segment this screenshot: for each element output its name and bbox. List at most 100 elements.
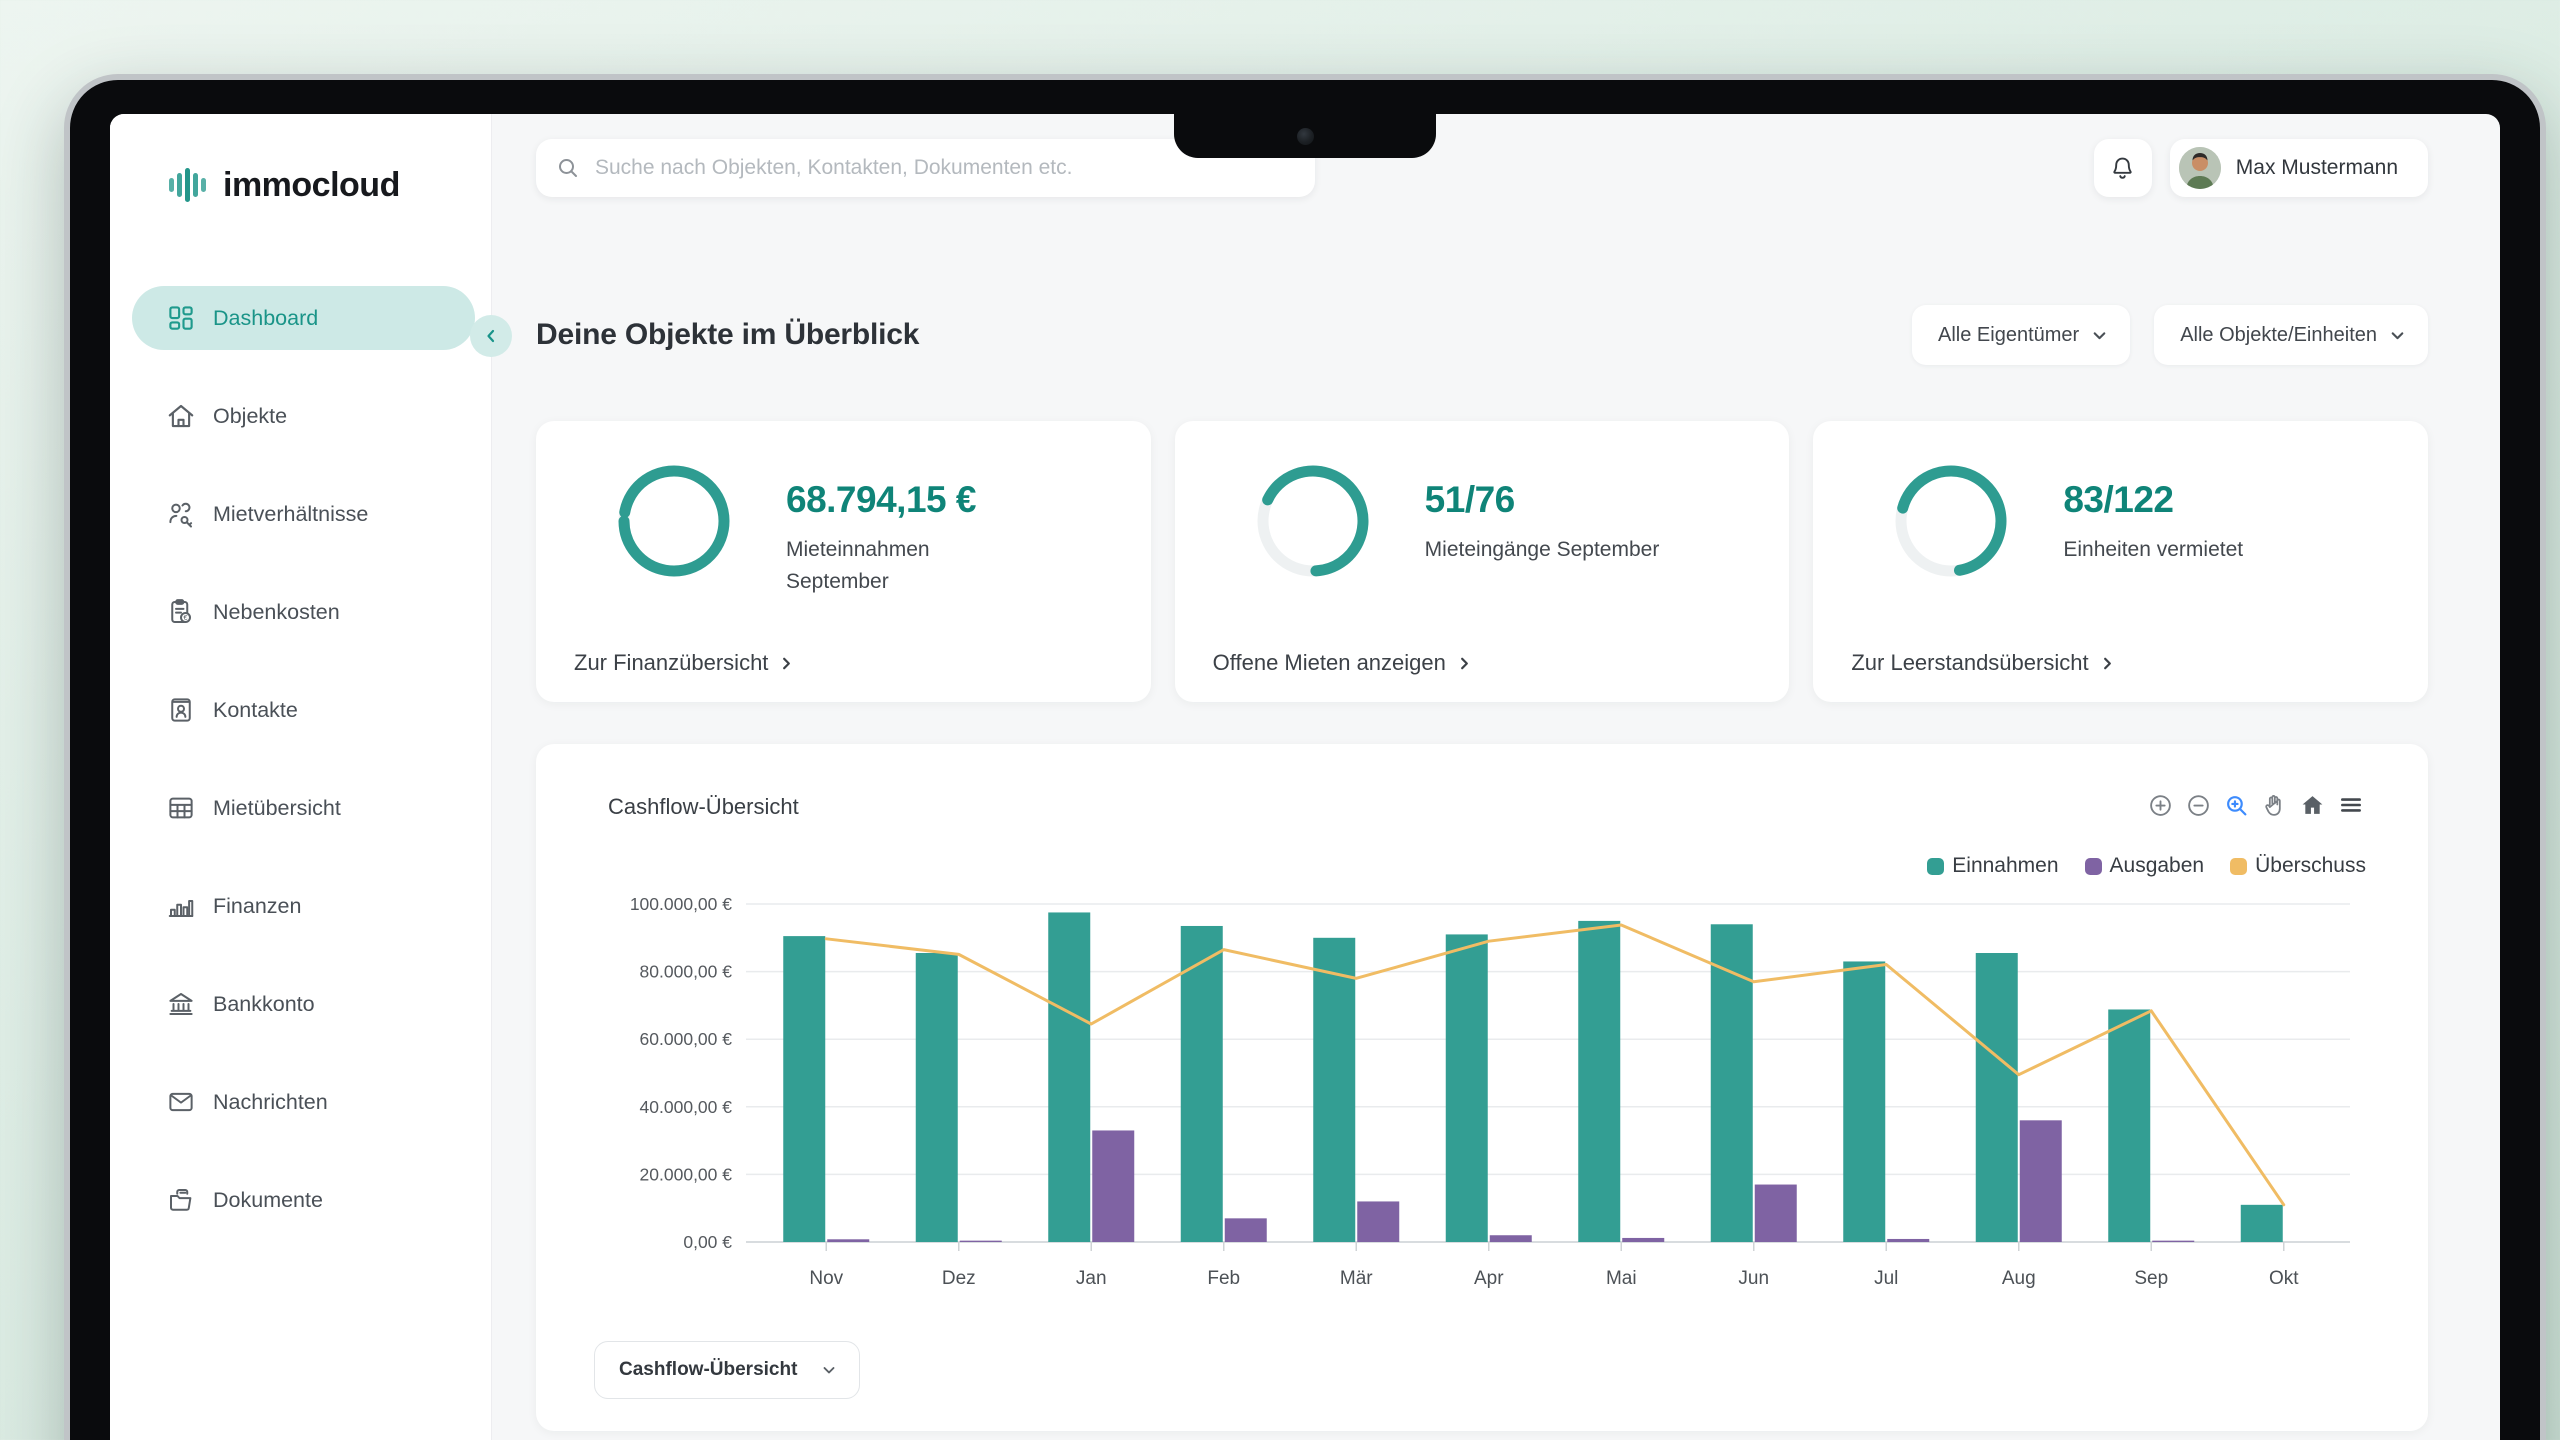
home-icon[interactable] xyxy=(2300,793,2325,818)
bar-einnahmen-Sep xyxy=(2108,1009,2151,1242)
app-logo: immocloud xyxy=(166,164,491,206)
legend-marker-ausgaben xyxy=(2084,857,2102,875)
bar-ausgaben-Jun xyxy=(1754,1184,1797,1242)
avatar-photo xyxy=(2178,147,2221,189)
sidebar-item-label: Dashboard xyxy=(213,305,319,330)
y-tick-label: 60.000,00 € xyxy=(640,1029,733,1049)
sidebar-item-label: Nachrichten xyxy=(213,1089,328,1114)
envelope-icon xyxy=(169,1092,193,1112)
chart-title: Cashflow-Übersicht xyxy=(608,794,799,819)
clipboard-euro-icon: € xyxy=(171,599,191,623)
stat-value: 68.794,15 € xyxy=(786,479,976,520)
bar-ausgaben-Apr xyxy=(1489,1235,1532,1242)
legend-einnahmen[interactable]: Einnahmen xyxy=(1927,854,2059,878)
x-tick-label: Aug xyxy=(2002,1268,2036,1289)
sidebar-item-objekte[interactable]: Objekte xyxy=(132,384,475,448)
bar-ausgaben-Aug xyxy=(2019,1120,2062,1242)
x-tick-label: Feb xyxy=(1207,1268,1240,1289)
sidebar-item-label: Finanzen xyxy=(213,893,302,918)
link-offene-mieten[interactable]: Offene Mieten anzeigen xyxy=(1213,650,1472,676)
sidebar-item-label: Mietverhältnisse xyxy=(213,501,369,526)
y-tick-label: 20.000,00 € xyxy=(640,1164,733,1184)
user-menu[interactable]: Max Mustermann xyxy=(2169,139,2428,197)
filters: Alle Eigentümer Alle Objekte/Einheiten xyxy=(1912,305,2428,365)
webcam-icon xyxy=(1296,127,1314,145)
chevron-down-icon xyxy=(2391,331,2404,339)
x-tick-label: Mär xyxy=(1340,1268,1373,1289)
bar-einnahmen-Dez xyxy=(915,953,958,1242)
x-tick-label: Jul xyxy=(1874,1268,1898,1289)
notifications-button[interactable] xyxy=(2093,139,2152,197)
stat-cards-row: 68.794,15 € Mieteinnahmen September Zur … xyxy=(536,421,2429,702)
contact-book-icon xyxy=(171,698,191,722)
bar-einnahmen-Jul xyxy=(1843,961,1886,1242)
x-tick-label: Okt xyxy=(2269,1268,2299,1289)
page-header: Deine Objekte im Überblick Alle Eigentüm… xyxy=(536,305,2428,365)
x-tick-label: Dez xyxy=(942,1268,976,1289)
pan-icon[interactable] xyxy=(2262,793,2287,818)
cashflow-card: Cashflow-Übersicht xyxy=(536,744,2428,1431)
chart-plot-area: 0,00 € 20.000,00 € 40.000,00 € 60.000,00 € 8… xyxy=(580,892,2378,1299)
sidebar-item-bankkonto[interactable]: Bankkonto xyxy=(132,972,475,1036)
topbar: Max Mustermann xyxy=(536,139,2428,197)
stat-label: Mieteinnahmen September xyxy=(786,538,930,593)
link-finanzuebersicht[interactable]: Zur Finanzübersicht xyxy=(574,650,794,676)
laptop-frame: immocloud Dashboard Objekte xyxy=(64,74,2546,1440)
bar-ausgaben-Jan xyxy=(1092,1130,1135,1242)
donut-chart-mieteingaenge xyxy=(1257,465,1369,577)
home-icon xyxy=(168,404,194,428)
bar-einnahmen-Apr xyxy=(1445,934,1488,1242)
x-tick-label: Mai xyxy=(1606,1268,1637,1289)
sidebar-item-kontakte[interactable]: Kontakte xyxy=(132,678,475,742)
tenants-key-icon xyxy=(169,502,193,528)
sidebar-item-nachrichten[interactable]: Nachrichten xyxy=(132,1070,475,1134)
stat-value: 51/76 xyxy=(1424,479,1516,520)
bar-ausgaben-Nov xyxy=(827,1239,870,1242)
sidebar-item-mietverhaeltnisse[interactable]: Mietverhältnisse xyxy=(132,482,475,546)
menu-icon[interactable] xyxy=(2338,792,2364,818)
filter-objects-dropdown[interactable]: Alle Objekte/Einheiten xyxy=(2154,305,2428,365)
legend-ueberschuss[interactable]: Überschuss xyxy=(2230,854,2366,878)
sidebar-item-label: Bankkonto xyxy=(213,991,315,1016)
y-tick-label: 100.000,00 € xyxy=(630,894,732,914)
webcam-notch xyxy=(1174,114,1436,158)
svg-text:€: € xyxy=(183,613,188,622)
bar-einnahmen-Mär xyxy=(1313,937,1356,1242)
main-content: Max Mustermann Deine Objekte im Überblic… xyxy=(492,114,2500,1440)
sidebar-item-dashboard[interactable]: Dashboard xyxy=(132,286,475,350)
link-leerstandsuebersicht[interactable]: Zur Leerstandsübersicht xyxy=(1851,650,2114,676)
sidebar-collapse-button[interactable] xyxy=(470,315,512,357)
zoom-select-icon[interactable] xyxy=(2224,793,2249,818)
sidebar-item-finanzen[interactable]: Finanzen xyxy=(132,874,475,938)
chart-legend: Einnahmen Ausgaben Überschuss xyxy=(1927,854,2366,878)
sidebar-item-mietuebersicht[interactable]: Mietübersicht xyxy=(132,776,475,840)
chevron-right-icon xyxy=(2103,657,2111,669)
donut-chart-mieteinnahmen xyxy=(618,465,730,577)
bar-ausgaben-Mai xyxy=(1622,1237,1665,1242)
filter-owners-dropdown[interactable]: Alle Eigentümer xyxy=(1912,305,2131,365)
cashflow-chart[interactable]: 0,00 € 20.000,00 € 40.000,00 € 60.000,00 € 8… xyxy=(580,892,2378,1294)
bar-einnahmen-Feb xyxy=(1180,925,1223,1242)
legend-marker-einnahmen xyxy=(1927,857,1945,875)
dashboard-icon xyxy=(169,306,193,330)
sidebar-item-dokumente[interactable]: Dokumente xyxy=(132,1168,475,1232)
avatar xyxy=(2178,147,2221,189)
sidebar-item-label: Kontakte xyxy=(213,697,298,722)
bar-einnahmen-Nov xyxy=(783,936,826,1242)
bar-einnahmen-Mai xyxy=(1578,920,1621,1242)
chart-type-dropdown[interactable]: Cashflow-Übersicht xyxy=(594,1341,861,1399)
search-input[interactable] xyxy=(595,156,1295,180)
stat-value: 83/122 xyxy=(2063,479,2174,520)
stat-card-einheiten: 83/122 Einheiten vermietet Zur Leerstand… xyxy=(1813,421,2429,702)
chevron-down-icon xyxy=(2093,331,2106,339)
legend-ausgaben[interactable]: Ausgaben xyxy=(2084,854,2204,878)
sidebar-nav: Dashboard Objekte Mietverhältnisse xyxy=(110,286,491,1266)
x-tick-label: Sep xyxy=(2134,1268,2168,1289)
zoom-out-icon[interactable] xyxy=(2186,793,2211,818)
zoom-in-icon[interactable] xyxy=(2148,793,2173,818)
sidebar-item-nebenkosten[interactable]: € Nebenkosten xyxy=(132,580,475,644)
sidebar-item-label: Dokumente xyxy=(213,1187,323,1212)
user-name: Max Mustermann xyxy=(2235,156,2398,179)
legend-marker-ueberschuss xyxy=(2230,857,2248,875)
line-ueberschuss xyxy=(824,923,2286,1207)
